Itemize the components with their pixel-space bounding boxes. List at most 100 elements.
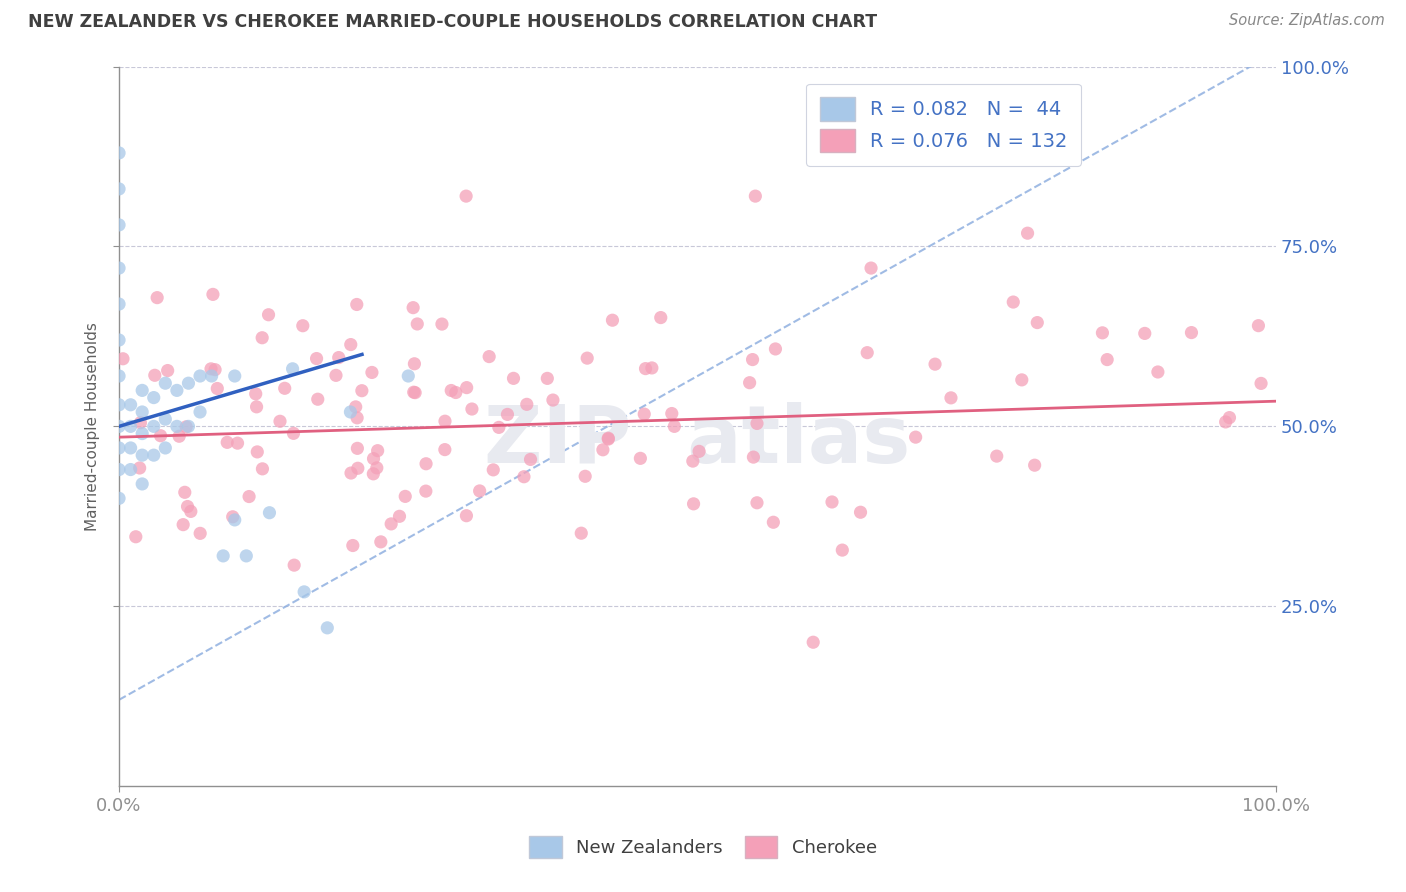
Point	[402, 385, 425, 400]
Point	[745, 496, 768, 510]
Point	[765, 342, 787, 356]
Point	[346, 410, 368, 425]
Point	[366, 461, 388, 475]
Point	[831, 543, 853, 558]
Point	[598, 432, 620, 446]
Point	[478, 350, 501, 364]
Point	[188, 526, 211, 541]
Point	[128, 461, 150, 475]
Point	[1024, 458, 1046, 473]
Y-axis label: Married-couple Households: Married-couple Households	[86, 322, 100, 531]
Point	[131, 448, 153, 462]
Point	[513, 469, 536, 483]
Point	[347, 461, 370, 475]
Point	[444, 385, 467, 400]
Point	[592, 442, 614, 457]
Point	[461, 402, 484, 417]
Point	[363, 467, 385, 481]
Point	[235, 549, 257, 563]
Point	[1091, 326, 1114, 340]
Point	[325, 368, 347, 383]
Point	[856, 345, 879, 359]
Point	[108, 419, 131, 434]
Text: NEW ZEALANDER VS CHEROKEE MARRIED-COUPLE HOUSEHOLDS CORRELATION CHART: NEW ZEALANDER VS CHEROKEE MARRIED-COUPLE…	[28, 13, 877, 31]
Point	[143, 368, 166, 383]
Point	[456, 189, 478, 203]
Point	[519, 452, 541, 467]
Point	[111, 351, 134, 366]
Point	[188, 369, 211, 384]
Point	[120, 462, 142, 476]
Point	[661, 407, 683, 421]
Point	[222, 509, 245, 524]
Point	[108, 182, 131, 196]
Point	[406, 317, 429, 331]
Point	[108, 462, 131, 476]
Point	[440, 384, 463, 398]
Point	[307, 392, 329, 407]
Point	[388, 509, 411, 524]
Point	[738, 376, 761, 390]
Point	[650, 310, 672, 325]
Point	[367, 443, 389, 458]
Point	[1095, 352, 1118, 367]
Point	[433, 442, 456, 457]
Point	[641, 360, 664, 375]
Point	[245, 387, 267, 401]
Point	[108, 398, 131, 412]
Point	[986, 449, 1008, 463]
Point	[212, 549, 235, 563]
Point	[339, 405, 361, 419]
Point	[1147, 365, 1170, 379]
Point	[155, 412, 177, 426]
Point	[177, 376, 200, 391]
Point	[541, 393, 564, 408]
Point	[224, 513, 246, 527]
Point	[108, 369, 131, 384]
Point	[108, 145, 131, 160]
Point	[142, 448, 165, 462]
Point	[456, 381, 478, 395]
Point	[396, 369, 419, 384]
Text: Source: ZipAtlas.com: Source: ZipAtlas.com	[1229, 13, 1385, 29]
Point	[174, 420, 197, 434]
Point	[172, 517, 194, 532]
Point	[1180, 326, 1202, 340]
Point	[108, 441, 131, 455]
Point	[108, 333, 131, 347]
Point	[488, 420, 510, 434]
Point	[741, 352, 763, 367]
Point	[496, 408, 519, 422]
Point	[173, 485, 195, 500]
Point	[1215, 415, 1237, 429]
Point	[281, 361, 304, 376]
Point	[342, 539, 364, 553]
Point	[682, 454, 704, 468]
Point	[291, 318, 314, 333]
Point	[346, 442, 368, 456]
Point	[245, 400, 267, 414]
Point	[346, 297, 368, 311]
Point	[131, 477, 153, 491]
Point	[1026, 316, 1049, 330]
Point	[146, 291, 169, 305]
Point	[745, 417, 768, 431]
Point	[131, 405, 153, 419]
Point	[226, 436, 249, 450]
Point	[456, 508, 478, 523]
Legend: New Zealanders, Cherokee: New Zealanders, Cherokee	[522, 829, 884, 865]
Point	[340, 466, 363, 480]
Point	[380, 516, 402, 531]
Point	[217, 435, 239, 450]
Point	[468, 483, 491, 498]
Point	[361, 366, 384, 380]
Point	[200, 369, 222, 384]
Point	[316, 621, 339, 635]
Point	[904, 430, 927, 444]
Point	[108, 297, 131, 311]
Point	[167, 429, 190, 443]
Point	[344, 400, 367, 414]
Point	[155, 441, 177, 455]
Point	[257, 308, 280, 322]
Point	[177, 419, 200, 434]
